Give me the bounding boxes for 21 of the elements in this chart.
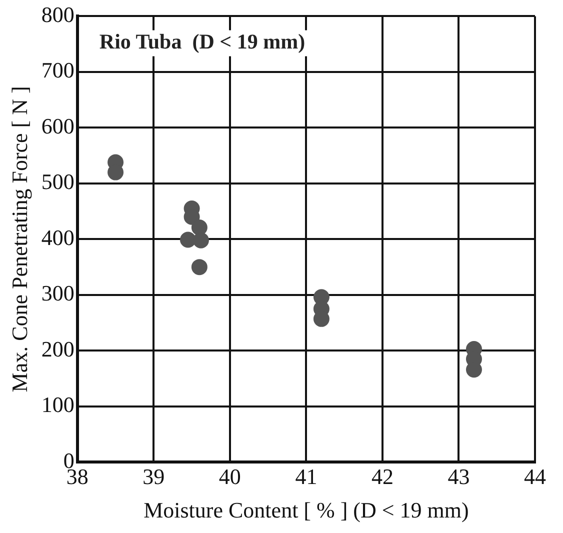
x-tick-label: 44 xyxy=(524,464,546,490)
y-tick-label: 200 xyxy=(41,336,74,362)
y-tick-label: 800 xyxy=(41,2,74,27)
y-tick-label: 600 xyxy=(41,113,74,138)
point xyxy=(192,232,209,248)
x-tick-label: 39 xyxy=(142,464,165,490)
x-tick-label: 40 xyxy=(218,464,241,490)
y-tick-label: 100 xyxy=(41,392,74,418)
x-axis-title: Moisture Content [ % ] (D < 19 mm) xyxy=(144,498,469,523)
y-tick-label: 500 xyxy=(41,169,74,194)
x-tick-label: 42 xyxy=(371,464,394,490)
x-tick-label: 41 xyxy=(295,464,318,490)
point xyxy=(191,259,208,276)
point xyxy=(191,219,208,236)
y-tick-label: 300 xyxy=(41,280,74,306)
point xyxy=(180,232,196,248)
y-axis-title: Max. Cone Penetrating Force [ N ] xyxy=(6,86,32,392)
y-tick-label: 400 xyxy=(41,224,74,250)
x-tick-label: 43 xyxy=(448,464,470,490)
y-tick-label: 700 xyxy=(41,58,74,83)
annotation: Rio Tuba (D < 19 mm) xyxy=(99,30,306,54)
